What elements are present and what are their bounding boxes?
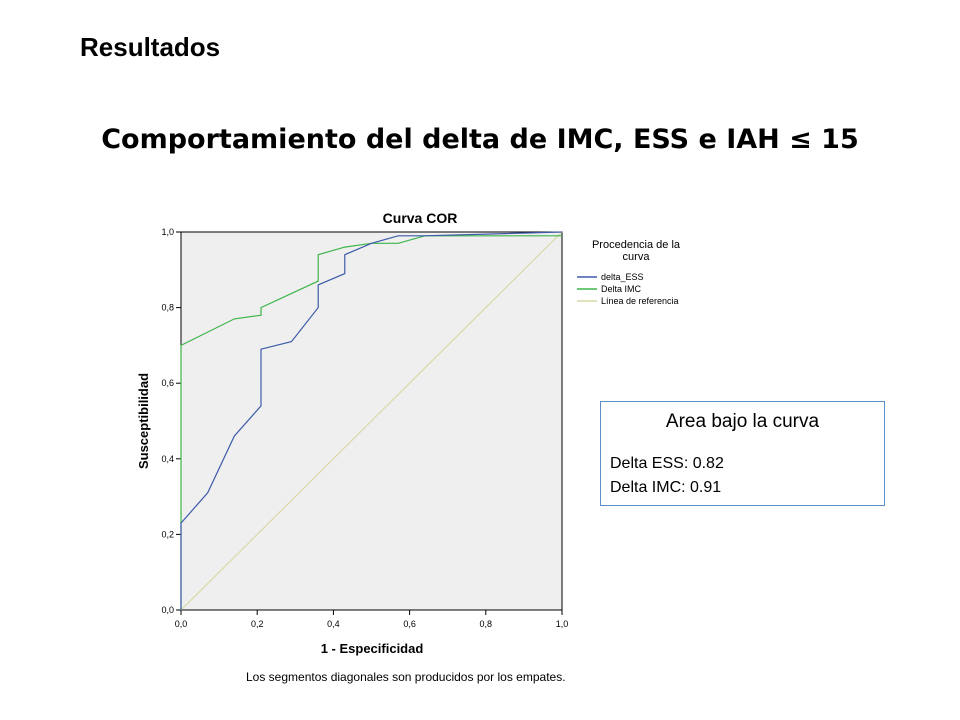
auc-value-delta-imc: Delta IMC: 0.91: [610, 479, 722, 496]
y-tick-label: 0,0: [161, 605, 174, 615]
auc-value-delta-ess: Delta ESS: 0.82: [610, 455, 724, 472]
x-tick-label: 1,0: [556, 619, 569, 629]
legend-label: Línea de referencia: [601, 296, 679, 306]
chart-title: Curva COR: [383, 210, 458, 226]
x-tick-label: 0,0: [175, 619, 188, 629]
series-line-delta-imc: [180, 235, 562, 610]
legend-label: Delta IMC: [601, 284, 642, 294]
chart-footnote: Los segmentos diagonales son producidos …: [246, 670, 566, 684]
slide-title: Comportamiento del delta de IMC, ESS e I…: [101, 124, 859, 155]
y-tick-label: 0,6: [161, 378, 174, 388]
x-tick-label: 0,6: [403, 619, 416, 629]
legend-title: Procedencia de la curva: [592, 239, 681, 263]
series-line-delta-ess: [180, 231, 563, 610]
y-tick-label: 0,4: [161, 454, 174, 464]
auc-title: Area bajo la curva: [665, 411, 820, 432]
x-tick-label: 0,4: [327, 619, 340, 629]
y-tick-label: 0,2: [161, 529, 174, 539]
y-tick-label: 1,0: [161, 227, 174, 237]
series-line-l-nea-de-referencia: [180, 231, 563, 611]
legend-label: delta_ESS: [601, 272, 644, 282]
y-axis-label: Susceptibilidad: [136, 373, 151, 469]
y-tick-label: 0,8: [161, 303, 174, 313]
slide-heading: Resultados: [80, 32, 221, 62]
legend: Procedencia de la curva delta_ESS Delta IM…: [577, 239, 681, 306]
x-tick-label: 0,8: [480, 619, 493, 629]
x-axis-label: 1 - Especificidad: [321, 641, 424, 656]
auc-box: Area bajo la curva Delta ESS: 0.82 Delta…: [600, 401, 885, 506]
x-tick-label: 0,2: [251, 619, 264, 629]
